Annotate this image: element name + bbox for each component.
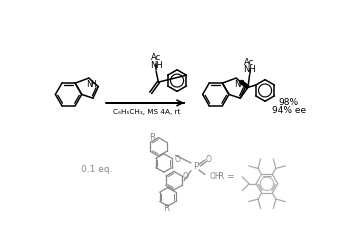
- Text: Ac: Ac: [151, 53, 161, 62]
- Text: NH: NH: [243, 65, 256, 74]
- Text: C₆H₅CH₃, MS 4A, rt: C₆H₅CH₃, MS 4A, rt: [113, 109, 180, 115]
- Text: R: R: [149, 133, 155, 142]
- Text: 0.1 eq.: 0.1 eq.: [81, 165, 112, 174]
- Text: N: N: [234, 80, 240, 89]
- Text: H: H: [238, 80, 244, 89]
- Text: O: O: [183, 172, 189, 181]
- Text: R: R: [163, 204, 169, 213]
- Text: O: O: [206, 155, 212, 164]
- Text: R =: R =: [218, 172, 235, 181]
- Text: H: H: [91, 80, 96, 89]
- Text: 98%: 98%: [279, 98, 299, 107]
- Text: P: P: [193, 162, 198, 171]
- Text: N: N: [86, 80, 93, 89]
- Text: 94% ee: 94% ee: [272, 106, 306, 115]
- Text: OH: OH: [210, 172, 221, 181]
- Text: O: O: [175, 155, 181, 164]
- Text: NH: NH: [150, 61, 162, 70]
- Text: Ac: Ac: [244, 58, 255, 67]
